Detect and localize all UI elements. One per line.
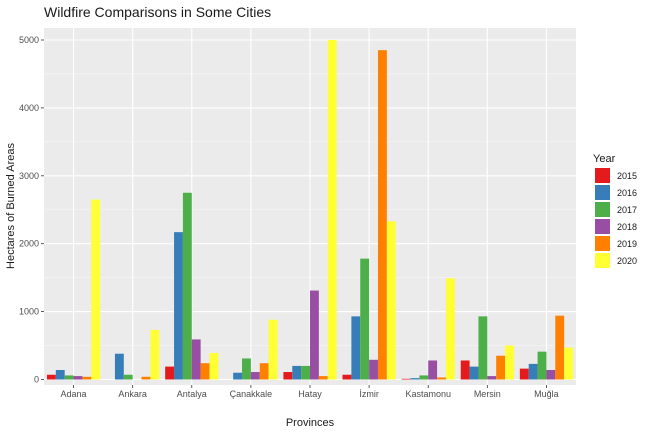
bar <box>242 358 251 380</box>
bar <box>528 363 538 380</box>
legend: Year 2015 2016 2017 2018 2019 2020 <box>593 153 637 268</box>
x-tick-label: Adana <box>61 389 87 399</box>
bar <box>555 315 565 380</box>
bar <box>292 365 302 380</box>
legend-label: 2019 <box>617 239 637 249</box>
bar <box>233 372 243 380</box>
bar <box>546 369 556 380</box>
bar <box>259 363 269 380</box>
legend-label: 2017 <box>617 205 637 215</box>
legend-label: 2015 <box>617 171 637 181</box>
bar <box>165 366 175 380</box>
x-tick-label: Kastamonu <box>405 389 451 399</box>
bars <box>46 40 574 380</box>
x-tick-label: İzmir <box>359 389 379 399</box>
bar <box>401 378 411 380</box>
y-tick-label: 2000 <box>19 239 39 249</box>
bar <box>505 345 514 380</box>
bar <box>419 375 429 380</box>
legend-title: Year <box>593 153 616 165</box>
bar <box>519 368 529 380</box>
bar <box>283 372 293 380</box>
y-tick-label: 3000 <box>19 171 39 181</box>
bar <box>191 339 201 380</box>
bar <box>564 347 574 380</box>
bar <box>410 378 420 380</box>
bar <box>445 278 455 380</box>
legend-key <box>595 185 610 200</box>
y-axis-title: Hectares of Burned Areas <box>5 143 17 269</box>
bar <box>377 50 387 380</box>
bar <box>496 355 506 380</box>
bar <box>537 351 547 380</box>
bar <box>91 199 101 380</box>
x-tick-label: Hatay <box>298 389 322 399</box>
legend-key <box>595 202 610 217</box>
bar <box>360 258 370 380</box>
y-tick-label: 1000 <box>19 307 39 317</box>
bar <box>55 369 65 380</box>
legend-key <box>595 219 610 234</box>
x-tick-label: Ankara <box>118 389 147 399</box>
y-tick-label: 4000 <box>19 103 39 113</box>
bar <box>114 353 124 380</box>
x-axis-title: Provinces <box>286 417 335 429</box>
bar <box>318 376 328 380</box>
bar <box>64 375 74 380</box>
bar <box>250 372 260 380</box>
bar <box>268 319 278 380</box>
bar <box>469 366 479 380</box>
bar <box>487 376 497 380</box>
x-tick-label: Antalya <box>177 389 207 399</box>
bar <box>342 374 352 380</box>
bar <box>437 377 446 380</box>
bar <box>428 360 438 380</box>
legend-label: 2016 <box>617 188 637 198</box>
bar <box>386 221 396 380</box>
bar <box>369 359 378 380</box>
bar <box>150 329 160 380</box>
bar <box>460 360 470 380</box>
bar <box>200 363 210 380</box>
bar <box>351 316 361 380</box>
bar <box>209 353 219 380</box>
bar <box>174 232 183 380</box>
bar <box>182 192 192 380</box>
y-axis: 0 1000 2000 3000 4000 5000 <box>19 35 44 385</box>
y-tick-label: 5000 <box>19 35 39 45</box>
legend-key <box>595 168 610 183</box>
bar <box>478 316 488 380</box>
bar <box>301 365 310 380</box>
bar <box>123 374 133 380</box>
chart-title: Wildfire Comparisons in Some Cities <box>44 4 271 20</box>
bar <box>327 40 337 380</box>
x-tick-label: Çanakkale <box>230 389 273 399</box>
legend-label: 2018 <box>617 222 637 232</box>
legend-label: 2020 <box>617 256 637 266</box>
bar <box>310 290 319 380</box>
legend-key <box>595 253 610 268</box>
bar <box>73 376 83 380</box>
x-tick-label: Muğla <box>534 389 559 399</box>
x-tick-label: Mersin <box>474 389 501 399</box>
legend-key <box>595 236 610 251</box>
bar <box>141 376 151 380</box>
x-axis: Adana Ankara Antalya Çanakkale Hatay İzmir Kas… <box>61 385 559 399</box>
bar <box>82 376 92 380</box>
bar <box>46 374 56 380</box>
y-tick-label: 0 <box>34 375 39 385</box>
